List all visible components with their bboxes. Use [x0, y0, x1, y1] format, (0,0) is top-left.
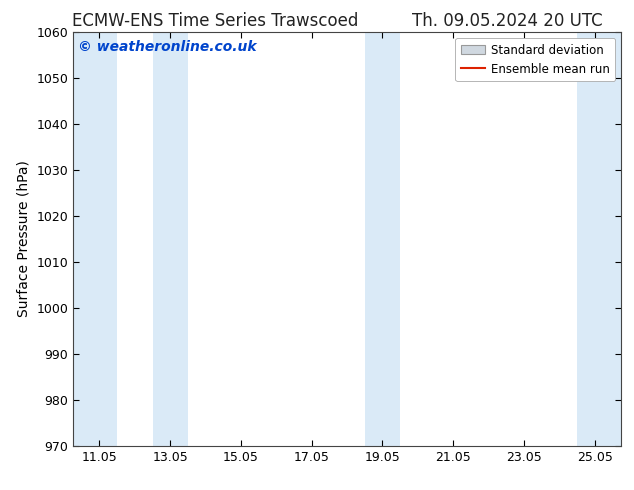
Bar: [153, 32, 188, 446]
Bar: [577, 32, 621, 446]
Text: Th. 09.05.2024 20 UTC: Th. 09.05.2024 20 UTC: [412, 12, 602, 30]
Bar: [365, 32, 400, 446]
Bar: [73, 32, 117, 446]
Text: © weatheronline.co.uk: © weatheronline.co.uk: [79, 40, 257, 54]
Legend: Standard deviation, Ensemble mean run: Standard deviation, Ensemble mean run: [455, 38, 616, 81]
Text: ECMW-ENS Time Series Trawscoed: ECMW-ENS Time Series Trawscoed: [72, 12, 359, 30]
Y-axis label: Surface Pressure (hPa): Surface Pressure (hPa): [16, 160, 30, 318]
